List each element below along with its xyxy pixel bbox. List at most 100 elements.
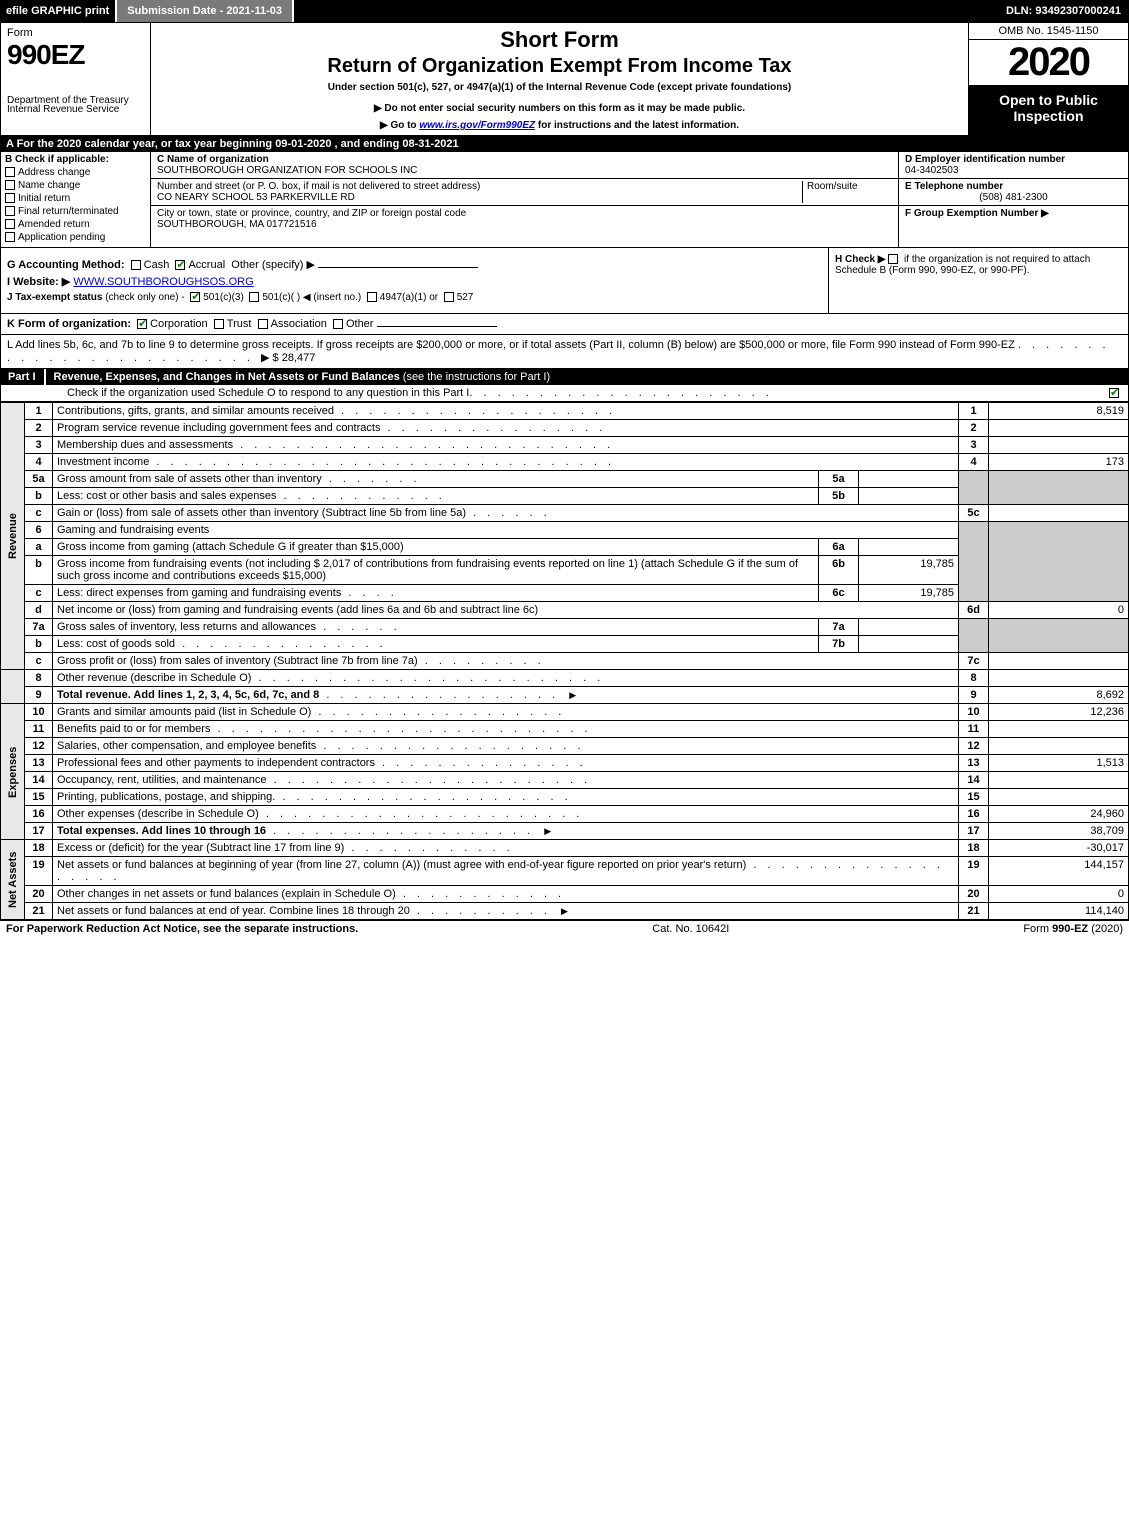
e-phone: E Telephone number (508) 481-2300 [899,179,1128,206]
block-bcd: B Check if applicable: Address change Na… [0,152,1129,248]
checkbox-icon[interactable] [214,319,224,329]
checkbox-icon[interactable] [444,292,454,302]
line-19: 19 Net assets or fund balances at beginn… [1,857,1129,886]
line-16: 16 Other expenses (describe in Schedule … [1,806,1129,823]
checkbox-icon[interactable] [5,232,15,242]
sidecat-revenue: Revenue [1,403,25,670]
line-21: 21 Net assets or fund balances at end of… [1,903,1129,920]
donot-note: ▶ Do not enter social security numbers o… [159,103,960,114]
section-def: D Employer identification number 04-3402… [898,152,1128,247]
k-other-input[interactable] [377,326,497,327]
g-other-input[interactable] [318,267,478,268]
line-11: 11 Benefits paid to or for members . . .… [1,721,1129,738]
footer-left: For Paperwork Reduction Act Notice, see … [6,923,358,935]
checkbox-icon[interactable] [5,219,15,229]
c-name-row: C Name of organization SOUTHBOROUGH ORGA… [151,152,898,179]
j-label: J Tax-exempt status [7,292,102,303]
short-form-title: Short Form [159,27,960,53]
line-20: 20 Other changes in net assets or fund b… [1,886,1129,903]
submission-date: Submission Date - 2021-11-03 [115,0,294,22]
block-ghij: G Accounting Method: Cash Accrual Other … [0,248,1129,314]
b-label: B Check if applicable: [5,154,146,165]
h-label: H Check ▶ [835,254,885,265]
d-ein-label: D Employer identification number [905,154,1122,165]
arrow-icon [541,825,554,837]
line-13: 13 Professional fees and other payments … [1,755,1129,772]
g-label: G Accounting Method: [7,259,125,271]
lines-table: Revenue 1 Contributions, gifts, grants, … [0,402,1129,920]
k-label: K Form of organization: [7,318,131,330]
line-1: Revenue 1 Contributions, gifts, grants, … [1,403,1129,420]
j-small: (check only one) - [105,292,184,303]
checkbox-icon [1109,388,1119,398]
checkbox-icon[interactable] [137,319,147,329]
checkbox-icon[interactable] [888,254,898,264]
f-group-label: F Group Exemption Number ▶ [905,208,1122,219]
goto-post: for instructions and the latest informat… [538,120,739,131]
checkbox-icon[interactable] [5,193,15,203]
checkbox-icon[interactable] [175,260,185,270]
line-17: 17 Total expenses. Add lines 10 through … [1,823,1129,840]
checkbox-icon[interactable] [5,167,15,177]
part1-checkrow: Check if the organization used Schedule … [0,385,1129,402]
dln: DLN: 93492307000241 [998,5,1129,17]
line-2: 2 Program service revenue including gove… [1,420,1129,437]
top-bar: efile GRAPHIC print Submission Date - 20… [0,0,1129,22]
line-3: 3 Membership dues and assessments . . . … [1,437,1129,454]
checkbox-icon[interactable] [258,319,268,329]
return-title: Return of Organization Exempt From Incom… [159,55,960,78]
section-c: C Name of organization SOUTHBOROUGH ORGA… [151,152,898,247]
b-opt-address: Address change [5,167,146,178]
b-opt-pending: Application pending [5,232,146,243]
part1-check-text: Check if the organization used Schedule … [7,387,469,399]
goto-link[interactable]: www.irs.gov/Form990EZ [419,120,535,131]
part1-checkbox[interactable] [1109,387,1122,399]
line-7a: 7a Gross sales of inventory, less return… [1,619,1129,636]
open-inspection: Open to Public Inspection [969,86,1128,135]
b-opt-final: Final return/terminated [5,206,146,217]
j-tax-exempt: J Tax-exempt status (check only one) - 5… [7,292,822,303]
website-link[interactable]: WWW.SOUTHBOROUGHSOS.ORG [73,276,253,288]
part1-header: Part I Revenue, Expenses, and Changes in… [0,369,1129,385]
inspect-line2: Inspection [971,108,1126,124]
b-opt-name: Name change [5,180,146,191]
h-check: H Check ▶ if the organization is not req… [828,248,1128,313]
c-street-label: Number and street (or P. O. box, if mail… [157,181,802,192]
checkbox-icon[interactable] [5,180,15,190]
c-name-label: C Name of organization [157,154,417,165]
line-10: Expenses 10 Grants and similar amounts p… [1,704,1129,721]
c-street-value: CO NEARY SCHOOL 53 PARKERVILLE RD [157,192,802,203]
header-left: Form 990EZ Department of the Treasury In… [1,23,151,135]
sidecat-expenses: Expenses [1,704,25,840]
form-label: Form [7,27,144,39]
form-number: 990EZ [7,39,144,71]
c-room-label: Room/suite [802,181,892,203]
checkbox-icon[interactable] [190,292,200,302]
b-opt-initial: Initial return [5,193,146,204]
checkbox-icon[interactable] [249,292,259,302]
line-9: 9 Total revenue. Add lines 1, 2, 3, 4, 5… [1,687,1129,704]
c-name-value: SOUTHBOROUGH ORGANIZATION FOR SCHOOLS IN… [157,165,417,176]
l-amount: ▶ $ 28,477 [261,352,315,364]
checkbox-icon[interactable] [333,319,343,329]
tax-year: 2020 [969,40,1128,86]
dots: . . . . . . . . . . . . . . . . . . . . … [469,387,772,399]
i-label: I Website: ▶ [7,276,70,288]
c-street-row: Number and street (or P. O. box, if mail… [151,179,898,206]
line-12: 12 Salaries, other compensation, and emp… [1,738,1129,755]
l-line: L Add lines 5b, 6c, and 7b to line 9 to … [0,335,1129,369]
line-15: 15 Printing, publications, postage, and … [1,789,1129,806]
checkbox-icon[interactable] [5,206,15,216]
g-accounting: G Accounting Method: Cash Accrual Other … [7,258,822,271]
checkbox-icon[interactable] [367,292,377,302]
d-ein: D Employer identification number 04-3402… [899,152,1128,179]
section-b: B Check if applicable: Address change Na… [1,152,151,247]
c-city-row: City or town, state or province, country… [151,206,898,232]
line-14: 14 Occupancy, rent, utilities, and maint… [1,772,1129,789]
header-center: Short Form Return of Organization Exempt… [151,23,968,135]
d-ein-value: 04-3402503 [905,165,1122,176]
efile-label: efile GRAPHIC print [0,5,115,17]
checkbox-icon[interactable] [131,260,141,270]
line-5c: c Gain or (loss) from sale of assets oth… [1,505,1129,522]
c-city-label: City or town, state or province, country… [157,208,466,219]
